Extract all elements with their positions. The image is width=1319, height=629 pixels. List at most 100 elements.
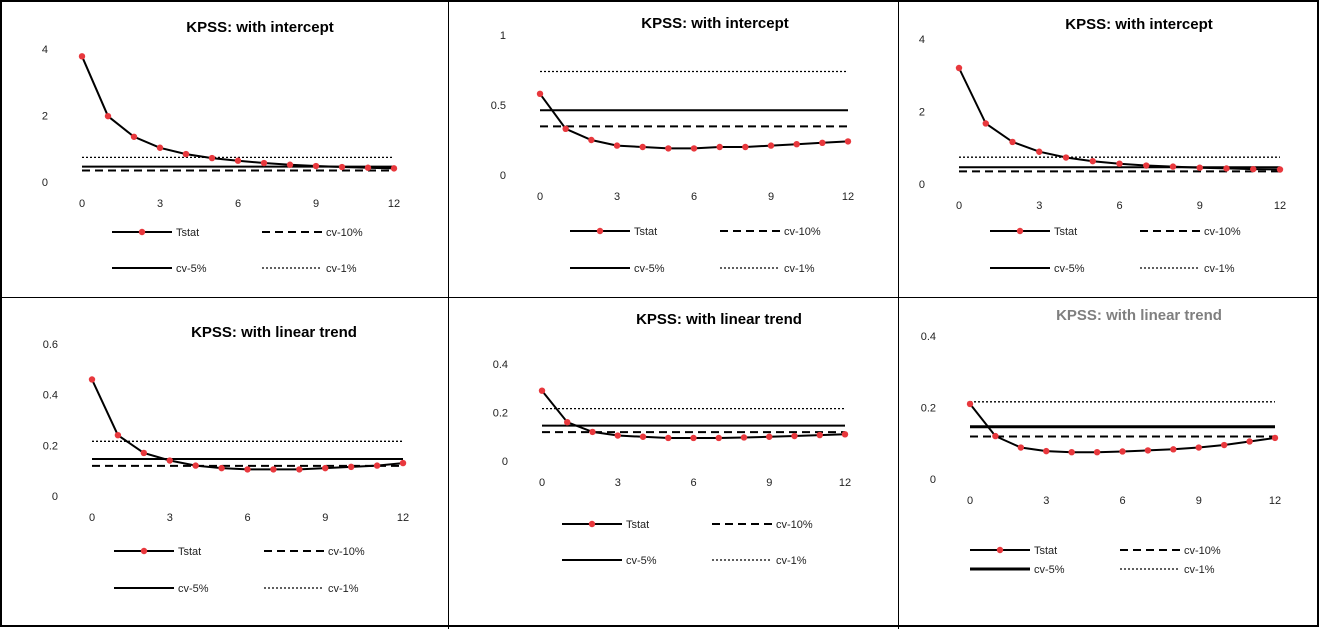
tstat-point bbox=[665, 145, 672, 152]
x-tick-label: 3 bbox=[157, 198, 163, 210]
x-tick-label: 9 bbox=[768, 191, 774, 203]
x-tick-label: 12 bbox=[839, 477, 851, 489]
tstat-point bbox=[373, 462, 381, 469]
y-tick-label: 0 bbox=[919, 179, 925, 191]
chart-panel-1: KPSS: with intercept 0 2 4 0 3 6 9 12 Tstat cv-10%… bbox=[2, 2, 449, 298]
x-tick-label: 9 bbox=[766, 477, 772, 489]
tstat-point bbox=[296, 466, 303, 473]
y-tick-label: 2 bbox=[42, 111, 48, 123]
tstat-point bbox=[1043, 447, 1050, 455]
legend-label-cv10: cv-10% bbox=[784, 226, 821, 238]
legend-label-cv10: cv-10% bbox=[326, 227, 363, 239]
tstat-point bbox=[819, 139, 826, 146]
tstat-point bbox=[690, 434, 697, 442]
legend-label-tstat: Tstat bbox=[1034, 545, 1057, 557]
x-tick-label: 0 bbox=[967, 495, 973, 507]
x-tick-label: 0 bbox=[537, 191, 543, 203]
tstat-point bbox=[364, 164, 372, 171]
tstat-point bbox=[538, 387, 546, 394]
legend-label-cv10: cv-10% bbox=[1204, 226, 1241, 238]
x-tick-label: 3 bbox=[1043, 495, 1049, 507]
tstat-point bbox=[218, 464, 225, 472]
tstat-point bbox=[1068, 448, 1075, 456]
series-line-tstat bbox=[91, 379, 404, 471]
tstat-point bbox=[562, 125, 569, 132]
tstat-point bbox=[1009, 138, 1016, 146]
tstat-point bbox=[715, 434, 722, 442]
tstat-point bbox=[955, 64, 963, 72]
tstat-point bbox=[390, 165, 398, 172]
tstat-point bbox=[841, 431, 849, 438]
y-tick-label: 0 bbox=[930, 474, 936, 486]
legend-label-cv1: cv-1% bbox=[326, 263, 357, 275]
tstat-point bbox=[766, 433, 773, 440]
legend-label-cv5: cv-5% bbox=[634, 263, 665, 275]
tstat-point bbox=[1276, 166, 1284, 173]
tstat-point bbox=[1036, 148, 1043, 155]
x-tick-label: 0 bbox=[956, 200, 962, 212]
series-line-tstat bbox=[81, 55, 395, 170]
chart-panel-2: KPSS: with intercept 0 0.5 1 0 3 6 9 12 Tstat cv-1… bbox=[449, 2, 899, 298]
tstat-point bbox=[130, 133, 138, 140]
legend-label-cv1: cv-1% bbox=[784, 263, 815, 275]
legend-label-cv5: cv-5% bbox=[626, 555, 657, 567]
y-tick-label: 0.4 bbox=[921, 331, 936, 343]
chart-title: KPSS: with intercept bbox=[1065, 16, 1213, 33]
x-tick-label: 3 bbox=[1036, 200, 1042, 212]
kpss-chart-4: KPSS: with linear trend 0 0.2 0.4 0.6 0 3 6 9 12 T… bbox=[43, 324, 409, 595]
tstat-point bbox=[613, 142, 621, 149]
tstat-point bbox=[1119, 448, 1126, 455]
series-line-tstat bbox=[958, 67, 1281, 171]
x-tick-label: 9 bbox=[322, 512, 328, 524]
legend-label-tstat: Tstat bbox=[626, 519, 649, 531]
legend-marker-tstat bbox=[1016, 227, 1024, 235]
tstat-point bbox=[322, 464, 329, 472]
legend-label-cv1: cv-1% bbox=[328, 583, 359, 595]
x-tick-label: 0 bbox=[89, 512, 95, 524]
tstat-point bbox=[1271, 434, 1279, 442]
tstat-point bbox=[156, 144, 164, 151]
tstat-point bbox=[588, 136, 595, 144]
legend-label-cv10: cv-10% bbox=[1184, 545, 1221, 557]
tstat-point bbox=[104, 112, 112, 120]
legend-label-cv1: cv-1% bbox=[1204, 263, 1235, 275]
legend-marker-tstat bbox=[140, 547, 148, 555]
tstat-point bbox=[665, 434, 672, 442]
legend-label-tstat: Tstat bbox=[634, 226, 657, 238]
y-tick-label: 0.2 bbox=[43, 440, 58, 452]
x-tick-label: 0 bbox=[539, 477, 545, 489]
y-tick-label: 0 bbox=[42, 177, 48, 189]
x-tick-label: 6 bbox=[1116, 200, 1122, 212]
legend-marker-tstat bbox=[588, 520, 596, 528]
tstat-point bbox=[270, 466, 277, 473]
legend-marker-tstat bbox=[596, 227, 604, 235]
x-tick-label: 6 bbox=[235, 198, 241, 210]
kpss-chart-2: KPSS: with intercept 0 0.5 1 0 3 6 9 12 Tstat cv-1… bbox=[491, 15, 854, 275]
y-tick-label: 0.6 bbox=[43, 339, 58, 351]
chart-title: KPSS: with linear trend bbox=[191, 324, 357, 341]
chart-title: KPSS: with intercept bbox=[641, 15, 789, 32]
y-tick-label: 0 bbox=[500, 170, 506, 182]
legend-label-tstat: Tstat bbox=[1054, 226, 1077, 238]
tstat-point bbox=[166, 457, 173, 464]
tstat-point bbox=[1143, 162, 1150, 169]
chart-title: KPSS: with intercept bbox=[186, 19, 334, 36]
kpss-chart-5: KPSS: with linear trend 0 0.2 0.4 0 3 6 9 12 Tsta… bbox=[493, 311, 851, 567]
tstat-point bbox=[767, 142, 775, 149]
y-tick-label: 4 bbox=[919, 34, 925, 46]
tstat-point bbox=[690, 145, 698, 152]
y-tick-label: 0.5 bbox=[491, 100, 506, 112]
tstat-point bbox=[740, 434, 748, 441]
legend-label-tstat: Tstat bbox=[178, 546, 201, 558]
tstat-point bbox=[1196, 164, 1203, 171]
x-tick-label: 9 bbox=[1197, 200, 1203, 212]
tstat-point bbox=[564, 419, 571, 426]
tstat-point bbox=[208, 154, 216, 162]
tstat-point bbox=[844, 138, 852, 145]
x-tick-label: 12 bbox=[397, 512, 409, 524]
legend-marker-tstat bbox=[996, 546, 1004, 554]
legend-marker-tstat bbox=[138, 228, 146, 236]
chart-panel-4: KPSS: with linear trend 0 0.2 0.4 0.6 0 3 6 9 12 T… bbox=[2, 298, 449, 629]
chart-panel-3: KPSS: with intercept 0 2 4 0 3 6 9 12 Tstat cv-10%… bbox=[899, 2, 1319, 298]
x-tick-label: 12 bbox=[1274, 200, 1286, 212]
